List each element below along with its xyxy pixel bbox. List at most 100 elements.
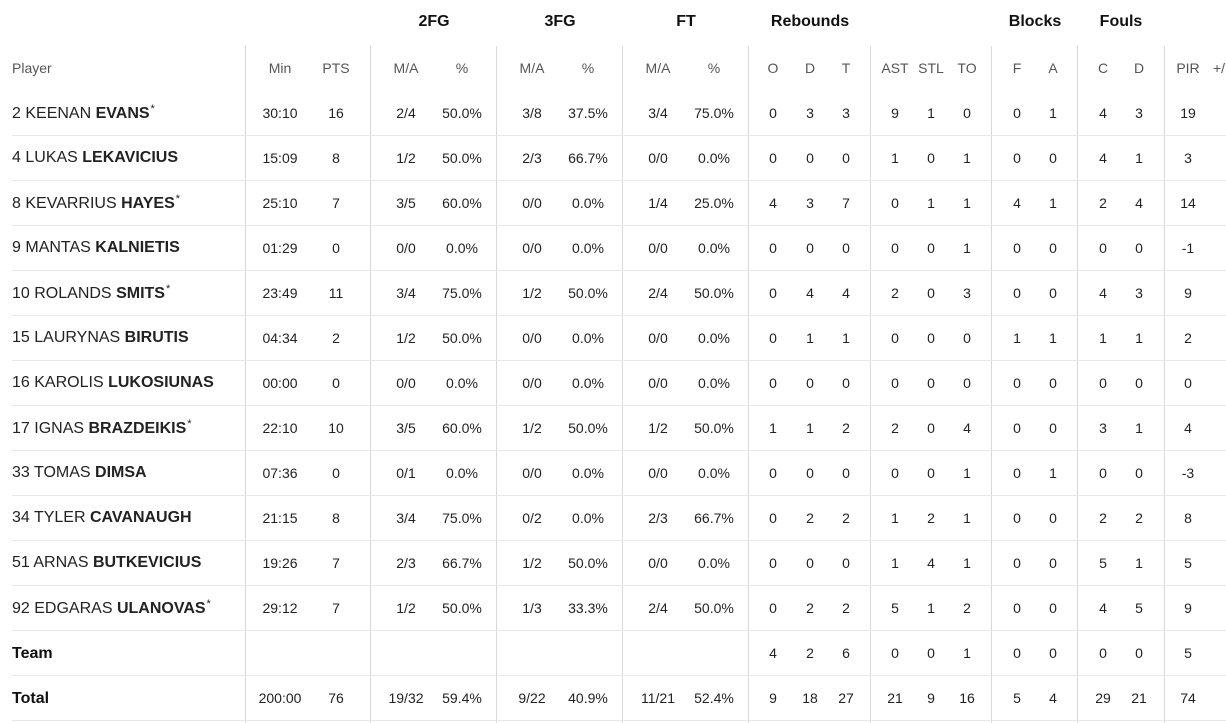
player-name-link[interactable]: 16 KAROLIS LUKOSIUNAS: [12, 374, 214, 392]
player-4-o: 0: [769, 285, 777, 301]
player-last-name: KALNIETIS: [95, 239, 180, 256]
player-9-min: 21:15: [262, 510, 298, 526]
player-0-ftp: 75.0%: [694, 105, 734, 121]
player-11-ba: 0: [1049, 600, 1057, 616]
player-1-min: 15:09: [262, 150, 298, 166]
player-10-to: 1: [963, 555, 971, 571]
player-2-bf: 4: [1013, 195, 1021, 211]
player-name-link[interactable]: 4 LUKAS LEKAVICIUS: [12, 149, 178, 167]
player-9-ftp: 66.7%: [694, 510, 734, 526]
player-11-stl: 1: [927, 600, 935, 616]
column-header-ftp: %: [707, 60, 721, 76]
row-divider: [12, 135, 1226, 136]
player-2-fg2: 3/5: [396, 195, 416, 211]
jersey-number: 16: [12, 374, 30, 391]
player-name-link[interactable]: 15 LAURYNAS BIRUTIS: [12, 329, 189, 347]
column-header-plus-minus: +/: [1213, 60, 1226, 76]
group-header-ft: FT: [676, 13, 696, 30]
player-8-to: 1: [963, 465, 971, 481]
player-5-fc: 1: [1099, 330, 1107, 346]
player-1-ba: 0: [1049, 150, 1057, 166]
player-3-bf: 0: [1013, 240, 1021, 256]
player-9-o: 0: [769, 510, 777, 526]
column-header-pts: PTS: [322, 60, 350, 76]
player-name-link[interactable]: 33 TOMAS DIMSA: [12, 464, 147, 482]
player-7-ft: 1/2: [648, 420, 668, 436]
player-5-fg3: 0/0: [522, 330, 542, 346]
jersey-number: 15: [12, 329, 30, 346]
player-9-bf: 0: [1013, 510, 1021, 526]
player-5-d: 1: [806, 330, 814, 346]
player-7-fg2: 3/5: [396, 420, 416, 436]
player-4-pts: 11: [328, 285, 344, 301]
player-5-fd: 1: [1135, 330, 1143, 346]
player-8-stl: 0: [927, 465, 935, 481]
player-6-fd: 0: [1135, 375, 1143, 391]
team-ba: 0: [1049, 645, 1057, 661]
player-3-fg2p: 0.0%: [446, 240, 478, 256]
player-11-ftp: 50.0%: [694, 600, 734, 616]
player-6-fg3: 0/0: [522, 375, 542, 391]
column-divider: [1077, 46, 1078, 723]
column-header-fg2: M/A: [393, 60, 419, 76]
player-3-fg3p: 0.0%: [572, 240, 604, 256]
player-2-ft: 1/4: [648, 195, 668, 211]
player-0-fg3: 3/8: [522, 105, 542, 121]
total-ba: 4: [1049, 690, 1057, 706]
player-2-fg3: 0/0: [522, 195, 542, 211]
player-name-link[interactable]: 51 ARNAS BUTKEVICIUS: [12, 554, 201, 572]
total-ft: 11/21: [641, 690, 675, 706]
player-4-ft: 2/4: [648, 285, 668, 301]
player-9-t: 2: [842, 510, 850, 526]
player-10-fd: 1: [1135, 555, 1143, 571]
player-0-fd: 3: [1135, 105, 1143, 121]
team-to: 1: [963, 645, 971, 661]
starter-marker: *: [175, 193, 181, 205]
player-6-d: 0: [806, 375, 814, 391]
total-fd: 21: [1131, 690, 1147, 706]
player-4-ftp: 50.0%: [694, 285, 734, 301]
player-3-ft: 0/0: [648, 240, 668, 256]
player-0-pir: 19: [1180, 105, 1196, 121]
player-last-name: CAVANAUGH: [89, 509, 192, 526]
player-1-to: 1: [963, 150, 971, 166]
player-name-link[interactable]: 34 TYLER CAVANAUGH: [12, 509, 192, 527]
player-7-o: 1: [769, 420, 777, 436]
player-9-stl: 2: [927, 510, 935, 526]
player-name-link[interactable]: 17 IGNAS BRAZDEIKIS*: [12, 418, 192, 438]
player-4-stl: 0: [927, 285, 935, 301]
player-0-ft: 3/4: [648, 105, 668, 121]
player-11-bf: 0: [1013, 600, 1021, 616]
player-6-ftp: 0.0%: [698, 375, 730, 391]
starter-marker: *: [150, 103, 155, 115]
column-divider: [622, 46, 623, 723]
player-name-link[interactable]: 10 ROLANDS SMITS*: [12, 283, 170, 303]
player-0-ba: 1: [1049, 105, 1057, 121]
player-10-pts: 7: [332, 555, 340, 571]
player-name-link[interactable]: 2 KEENAN EVANS*: [12, 103, 155, 123]
player-last-name: SMITS: [116, 285, 165, 302]
player-4-t: 4: [842, 285, 850, 301]
column-header-fc: C: [1097, 60, 1109, 76]
player-name-link[interactable]: 92 EDGARAS ULANOVAS*: [12, 598, 211, 618]
player-1-d: 0: [806, 150, 814, 166]
player-1-fg2: 1/2: [396, 150, 416, 166]
column-divider: [1164, 46, 1165, 723]
group-header-blocks: Blocks: [1008, 13, 1062, 30]
player-name-link[interactable]: 8 KEVARRIUS HAYES*: [12, 193, 180, 213]
player-3-ast: 0: [891, 240, 899, 256]
player-first-name: TYLER: [33, 509, 86, 526]
player-7-ast: 2: [891, 420, 899, 436]
player-4-fc: 4: [1099, 285, 1107, 301]
player-6-fc: 0: [1099, 375, 1107, 391]
player-11-min: 29:12: [262, 600, 298, 616]
player-6-o: 0: [769, 375, 777, 391]
player-0-d: 3: [806, 105, 814, 121]
player-0-ast: 9: [891, 105, 899, 121]
player-last-name: BRAZDEIKIS: [88, 420, 187, 437]
row-divider: [12, 360, 1226, 361]
player-8-pts: 0: [332, 465, 340, 481]
player-5-fg2p: 50.0%: [442, 330, 482, 346]
player-0-pts: 16: [328, 105, 344, 121]
player-name-link[interactable]: 9 MANTAS KALNIETIS: [12, 239, 180, 257]
